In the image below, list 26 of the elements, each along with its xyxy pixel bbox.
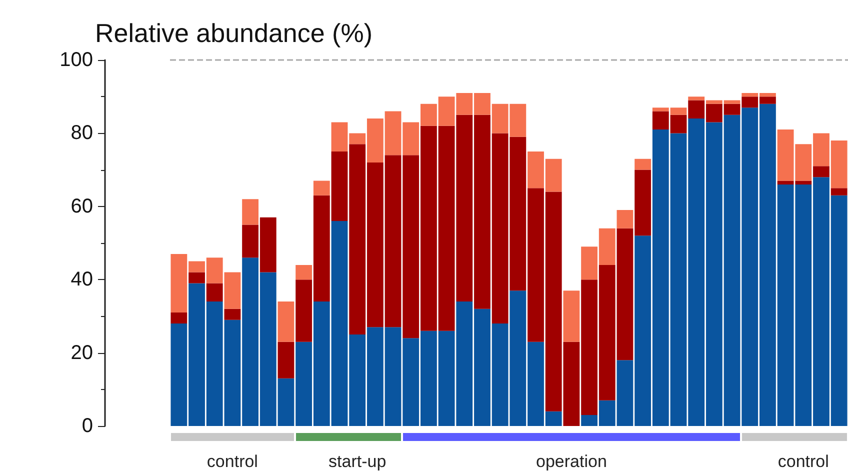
bar — [688, 96, 705, 100]
bar — [170, 312, 188, 324]
x-tick-label: control — [778, 452, 829, 471]
y-axis-title: Relative abundance (%) — [95, 18, 372, 48]
bar — [188, 272, 205, 284]
bar — [616, 210, 634, 228]
y-tick-label: 40 — [70, 268, 93, 291]
y-tick-label: 80 — [70, 122, 93, 144]
bar — [206, 283, 223, 302]
bar — [830, 188, 848, 196]
bar — [813, 166, 830, 178]
bar — [278, 342, 294, 378]
x-tick-label: operation — [536, 452, 607, 471]
bar — [563, 290, 580, 342]
bar — [224, 308, 241, 320]
bar — [278, 302, 294, 342]
y-tick-label: 0 — [82, 415, 93, 437]
x-tick-label: start-up — [328, 452, 386, 471]
y-tick-label: 100 — [60, 49, 93, 71]
x-tick-label: control — [206, 452, 258, 471]
y-tick-label: 60 — [70, 195, 93, 218]
bar — [313, 180, 330, 196]
bar — [296, 264, 312, 280]
bar — [242, 199, 258, 225]
y-tick-label: 20 — [70, 342, 93, 364]
bar — [634, 158, 652, 170]
